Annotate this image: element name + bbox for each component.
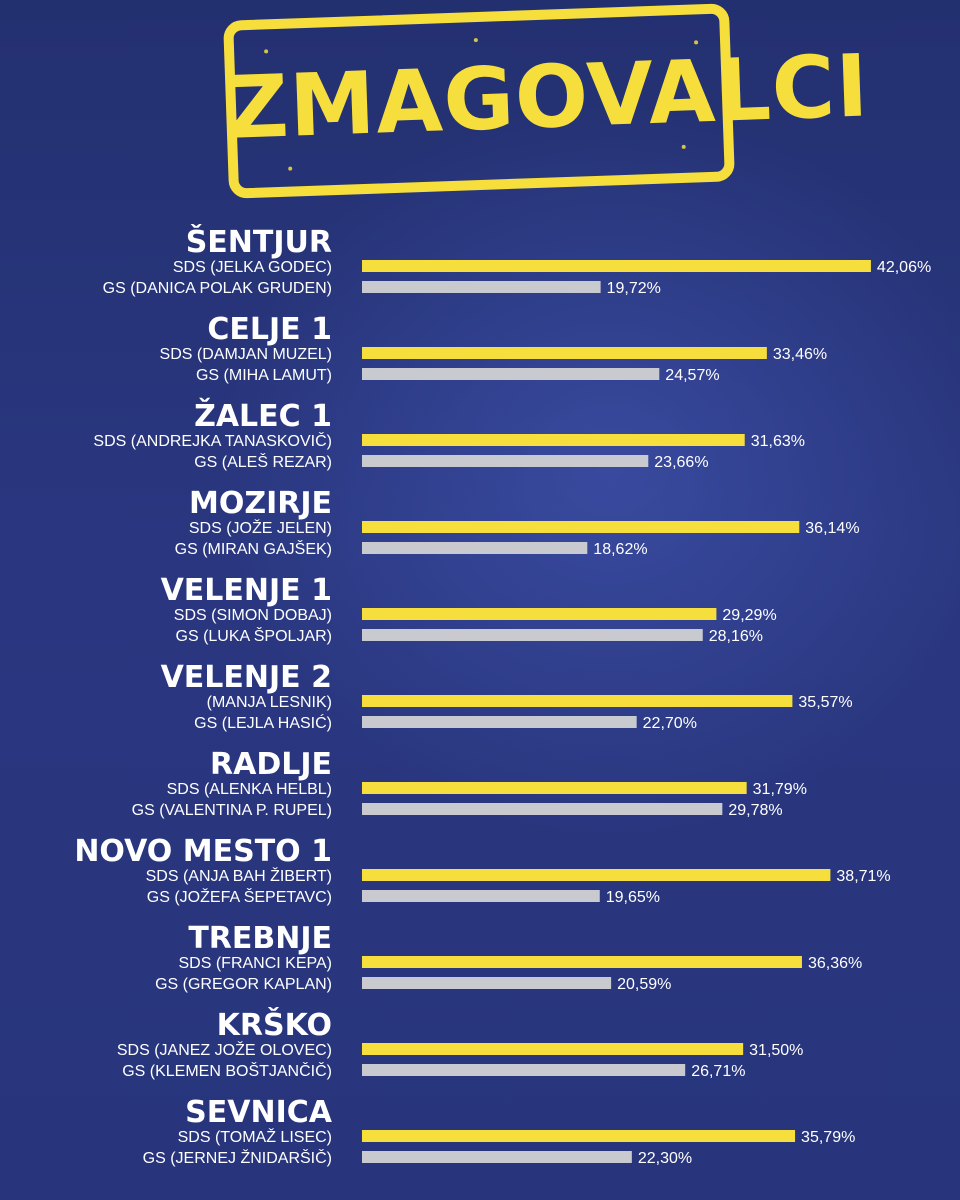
value-label: 31,79% <box>753 781 807 798</box>
region-label: ŠENTJUR <box>186 223 332 260</box>
gs-bar <box>362 281 601 293</box>
value-label: 36,36% <box>808 955 862 972</box>
candidate-label: GS (DANICA POLAK GRUDEN) <box>103 280 332 297</box>
value-label: 20,59% <box>617 976 671 993</box>
candidate-label: SDS (JELKA GODEC) <box>173 259 332 276</box>
gs-bar <box>362 1064 686 1076</box>
candidate-label: GS (JOŽEFA ŠEPETAVC) <box>147 887 332 906</box>
value-label: 42,06% <box>877 259 931 276</box>
candidate-label: SDS (ANDREJKA TANASKOVIČ) <box>93 431 332 450</box>
candidate-label: (MANJA LESNIK) <box>207 694 332 711</box>
value-label: 26,71% <box>691 1063 745 1080</box>
value-label: 31,63% <box>751 433 805 450</box>
gs-bar <box>362 977 612 989</box>
value-label: 31,50% <box>749 1042 803 1059</box>
candidate-label: GS (GREGOR KAPLAN) <box>155 976 332 993</box>
gs-bar <box>362 716 637 728</box>
candidate-label: GS (JERNEJ ŽNIDARŠIČ) <box>143 1148 332 1167</box>
candidate-label: SDS (DAMJAN MUZEL) <box>160 346 332 363</box>
value-label: 36,14% <box>805 520 859 537</box>
gs-bar <box>362 368 660 380</box>
gs-bar <box>362 890 600 902</box>
region-label: TREBNJE <box>188 921 332 956</box>
value-label: 35,79% <box>801 1129 855 1146</box>
candidate-label: SDS (JANEZ JOŽE OLOVEC) <box>117 1040 332 1059</box>
region-label: MOZIRJE <box>189 486 332 521</box>
sds-bar <box>362 260 871 272</box>
value-label: 28,16% <box>709 628 763 645</box>
gs-bar <box>362 1151 632 1163</box>
candidate-label: SDS (ALENKA HELBL) <box>167 781 332 798</box>
value-label: 22,30% <box>638 1150 692 1167</box>
sds-bar <box>362 695 793 707</box>
value-label: 18,62% <box>593 541 647 558</box>
sds-bar <box>362 434 745 446</box>
candidate-label: SDS (SIMON DOBAJ) <box>174 607 332 624</box>
sds-bar <box>362 347 767 359</box>
region-label: KRŠKO <box>217 1006 332 1043</box>
candidate-label: GS (VALENTINA P. RUPEL) <box>132 802 332 819</box>
gs-bar <box>362 542 588 554</box>
value-label: 35,57% <box>798 694 852 711</box>
value-label: 38,71% <box>836 868 890 885</box>
region-label: RADLJE <box>210 747 332 782</box>
candidate-label: SDS (JOŽE JELEN) <box>189 518 332 537</box>
value-label: 29,78% <box>728 802 782 819</box>
region-label: VELENJE 2 <box>161 660 332 695</box>
sds-bar <box>362 521 800 533</box>
candidate-label: SDS (ANJA BAH ŽIBERT) <box>146 866 332 885</box>
sds-bar <box>362 1043 744 1055</box>
candidate-label: SDS (TOMAŽ LISEC) <box>178 1127 332 1146</box>
value-label: 23,66% <box>654 454 708 471</box>
value-label: 19,72% <box>607 280 661 297</box>
sds-bar <box>362 608 717 620</box>
region-label: SEVNICA <box>185 1095 333 1130</box>
value-label: 24,57% <box>665 367 719 384</box>
value-label: 33,46% <box>773 346 827 363</box>
region-label: VELENJE 1 <box>161 573 332 608</box>
gs-bar <box>362 803 723 815</box>
region-label: NOVO MESTO 1 <box>74 834 332 869</box>
candidate-label: SDS (FRANCI KEPA) <box>179 955 333 972</box>
sds-bar <box>362 869 831 881</box>
candidate-label: GS (ALEŠ REZAR) <box>194 452 332 471</box>
candidate-label: GS (LEJLA HASIĆ) <box>194 713 332 732</box>
candidate-label: GS (KLEMEN BOŠTJANČIČ) <box>122 1061 332 1080</box>
region-label: CELJE 1 <box>207 312 332 347</box>
gs-bar <box>362 629 703 641</box>
gs-bar <box>362 455 649 467</box>
candidate-label: GS (MIRAN GAJŠEK) <box>175 539 332 558</box>
value-label: 22,70% <box>643 715 697 732</box>
sds-bar <box>362 782 747 794</box>
sds-bar <box>362 1130 796 1142</box>
value-label: 19,65% <box>606 889 660 906</box>
candidate-label: GS (LUKA ŠPOLJAR) <box>176 626 333 645</box>
region-label: ŽALEC 1 <box>194 398 332 434</box>
candidate-label: GS (MIHA LAMUT) <box>196 367 332 384</box>
value-label: 29,29% <box>722 607 776 624</box>
sds-bar <box>362 956 802 968</box>
